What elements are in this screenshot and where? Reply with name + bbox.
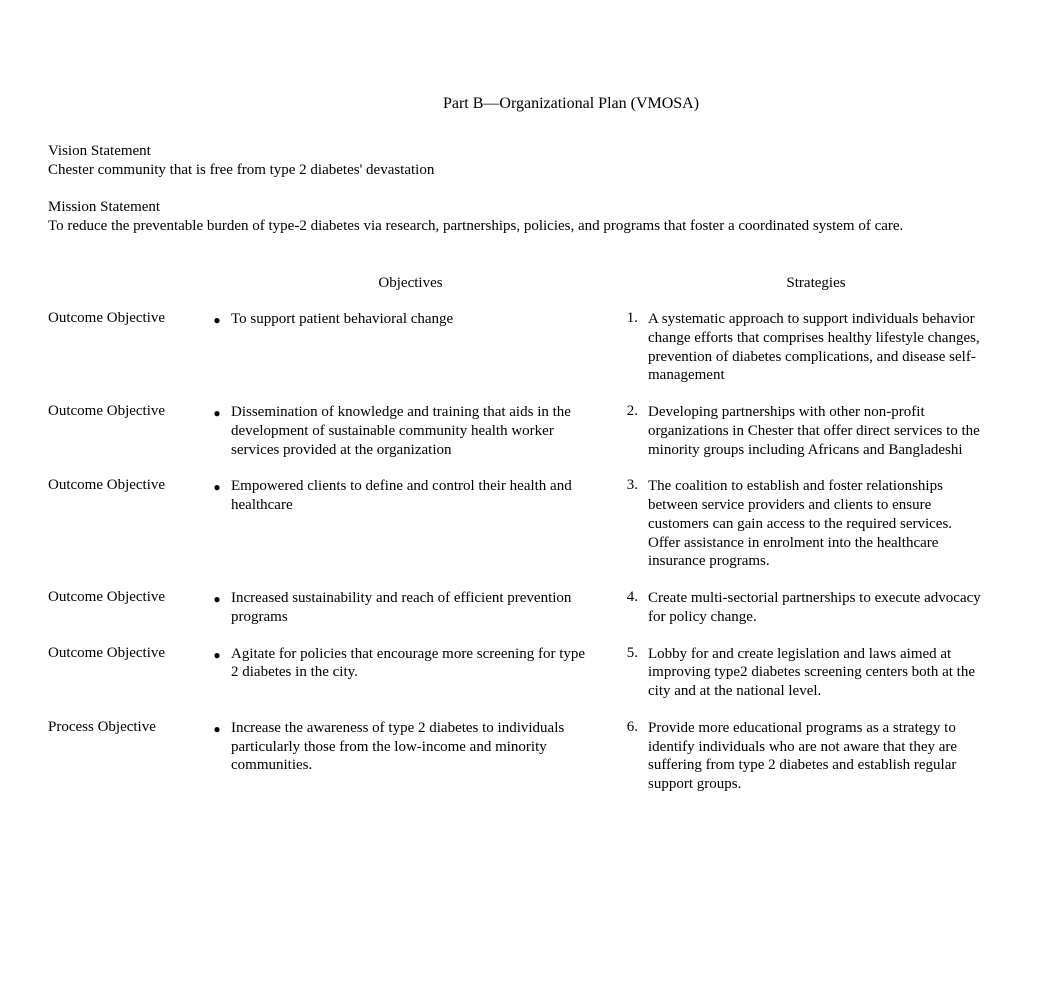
document-title: Part B—Organizational Plan (VMOSA) (48, 95, 1014, 113)
table-row: Outcome Objective●Agitate for policies t… (48, 645, 1014, 701)
objective-text: Increase the awareness of type 2 diabete… (231, 719, 588, 775)
row-strategy: 4.Create multi-sectorial partnerships to… (618, 589, 1014, 627)
vision-text: Chester community that is free from type… (48, 162, 1014, 179)
strategy-number: 6. (618, 719, 648, 794)
mission-heading: Mission Statement (48, 199, 1014, 216)
strategy-number: 1. (618, 310, 648, 385)
row-objective: ●To support patient behavioral change (203, 310, 618, 329)
objectives-table: Objectives Strategies Outcome Objective●… (48, 275, 1014, 794)
mission-text: To reduce the preventable burden of type… (48, 218, 1014, 235)
strategy-text: Developing partnerships with other non-p… (648, 403, 1014, 459)
row-label: Outcome Objective (48, 310, 203, 327)
strategy-text: Provide more educational programs as a s… (648, 719, 1014, 794)
table-row: Outcome Objective●Empowered clients to d… (48, 477, 1014, 571)
bullet-icon: ● (203, 403, 231, 459)
bullet-icon: ● (203, 589, 231, 627)
row-label: Process Objective (48, 719, 203, 736)
bullet-icon: ● (203, 645, 231, 683)
row-strategy: 3.The coalition to establish and foster … (618, 477, 1014, 571)
row-objective: ●Increase the awareness of type 2 diabet… (203, 719, 618, 775)
table-row: Outcome Objective●To support patient beh… (48, 310, 1014, 385)
row-strategy: 2.Developing partnerships with other non… (618, 403, 1014, 459)
objective-text: Dissemination of knowledge and training … (231, 403, 588, 459)
row-objective: ●Agitate for policies that encourage mor… (203, 645, 618, 683)
strategy-number: 5. (618, 645, 648, 701)
table-header-row: Objectives Strategies (48, 275, 1014, 292)
row-objective: ●Dissemination of knowledge and training… (203, 403, 618, 459)
objective-text: To support patient behavioral change (231, 310, 588, 329)
strategy-text: A systematic approach to support individ… (648, 310, 1014, 385)
strategy-text: The coalition to establish and foster re… (648, 477, 1014, 571)
objective-text: Agitate for policies that encourage more… (231, 645, 588, 683)
objectives-header: Objectives (203, 275, 618, 292)
bullet-icon: ● (203, 477, 231, 515)
objective-text: Increased sustainability and reach of ef… (231, 589, 588, 627)
row-strategy: 6.Provide more educational programs as a… (618, 719, 1014, 794)
table-row: Process Objective●Increase the awareness… (48, 719, 1014, 794)
row-label: Outcome Objective (48, 589, 203, 606)
strategy-text: Create multi-sectorial partnerships to e… (648, 589, 1014, 627)
row-objective: ●Increased sustainability and reach of e… (203, 589, 618, 627)
strategy-text: Lobby for and create legislation and law… (648, 645, 1014, 701)
row-label: Outcome Objective (48, 403, 203, 420)
bullet-icon: ● (203, 310, 231, 329)
row-label: Outcome Objective (48, 645, 203, 662)
strategies-header: Strategies (618, 275, 1014, 292)
table-row: Outcome Objective●Dissemination of knowl… (48, 403, 1014, 459)
strategy-number: 2. (618, 403, 648, 459)
bullet-icon: ● (203, 719, 231, 775)
objective-text: Empowered clients to define and control … (231, 477, 588, 515)
row-strategy: 5.Lobby for and create legislation and l… (618, 645, 1014, 701)
vision-heading: Vision Statement (48, 143, 1014, 160)
row-label: Outcome Objective (48, 477, 203, 494)
strategy-number: 4. (618, 589, 648, 627)
row-objective: ●Empowered clients to define and control… (203, 477, 618, 515)
table-row: Outcome Objective●Increased sustainabili… (48, 589, 1014, 627)
strategy-number: 3. (618, 477, 648, 571)
row-strategy: 1.A systematic approach to support indiv… (618, 310, 1014, 385)
